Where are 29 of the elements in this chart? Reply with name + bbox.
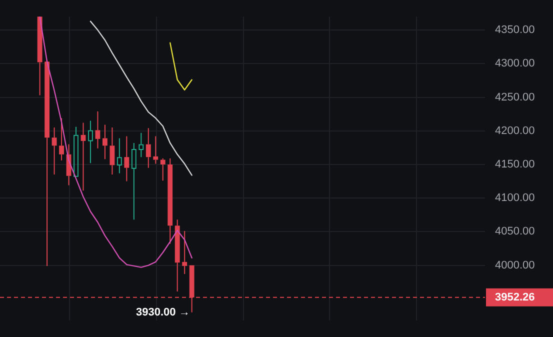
candlestick [74, 126, 78, 177]
candlestick [116, 138, 122, 174]
candlestick [146, 128, 151, 168]
y-tick-label: 4350.00 [495, 24, 535, 36]
candlestick [182, 230, 188, 275]
candlestick [160, 158, 166, 182]
y-tick-label: 4150.00 [495, 158, 535, 170]
candlestick [88, 120, 93, 164]
candlestick [153, 136, 158, 164]
y-tick-label: 4050.00 [495, 226, 535, 238]
y-tick-label: 4000.00 [495, 259, 535, 272]
candlestick [131, 142, 136, 220]
candlestick [52, 127, 57, 176]
y-tick-label: 4300.00 [495, 58, 535, 70]
y-tick-label: 4100.00 [495, 192, 535, 204]
candlestick [80, 122, 86, 192]
ref-line-label: 3952.26 [495, 291, 535, 304]
candlestick [124, 136, 130, 182]
candlestick [110, 127, 115, 176]
candlestick [95, 110, 100, 149]
candlestick [168, 158, 173, 244]
candlestick [138, 132, 144, 158]
annotation: 3930.00 → [136, 306, 190, 318]
candlestick [37, 16, 42, 96]
candlestick [174, 219, 180, 292]
candlestick [59, 118, 64, 161]
y-tick-label: 4200.00 [495, 124, 535, 137]
y-tick-label: 4250.00 [495, 91, 535, 104]
candlestick [102, 124, 108, 160]
